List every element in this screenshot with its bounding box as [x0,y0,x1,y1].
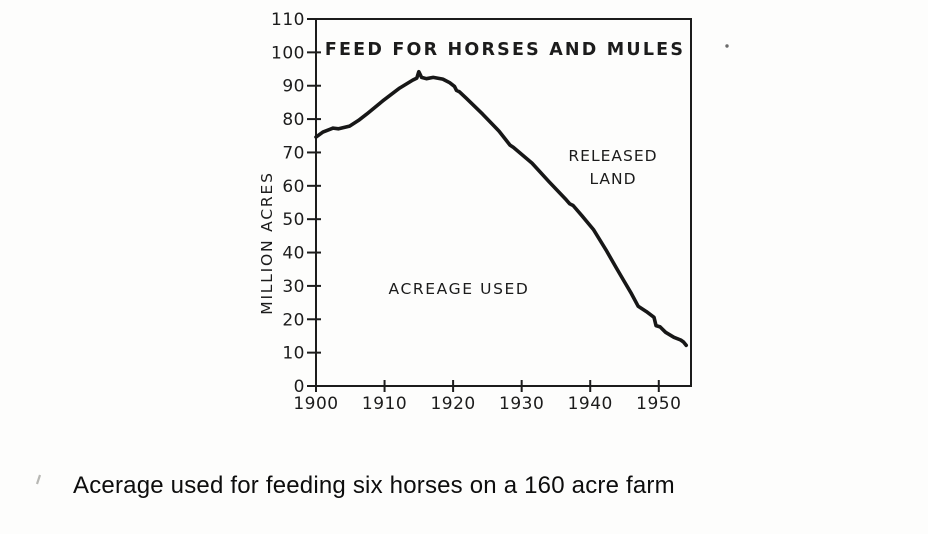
y-axis-title: MILLION ACRES [258,171,276,314]
y-tick-label: 90 [282,77,305,97]
y-tick-label: 30 [282,277,305,297]
chart-title: FEED FOR HORSES AND MULES [325,40,685,60]
y-tick-label: 80 [282,110,305,130]
figure-caption: Acerage used for feeding six horses on a… [73,472,675,499]
scan-speck-dot [725,44,729,48]
x-tick-label: 1930 [499,394,544,414]
scan-speck-mark [35,474,42,485]
x-axis-ticks: 1900 1910 1920 1930 1940 1950 [293,380,681,414]
plot-border [315,18,692,387]
x-tick-label: 1950 [636,394,681,414]
y-tick-label: 0 [294,377,305,397]
data-curve [314,69,688,348]
y-tick-label: 60 [282,177,305,197]
y-tick-label: 20 [282,310,305,330]
released-land-label: RELEASED LAND [568,147,657,188]
y-tick-label: 10 [282,344,305,364]
y-axis-ticks: 0 10 20 30 40 50 60 70 80 90 100 110 [271,10,321,397]
released-land-line1: RELEASED [568,147,657,165]
x-tick-label: 1920 [430,394,475,414]
y-tick-label: 40 [282,244,305,264]
acreage-used-label: ACREAGE USED [389,280,530,298]
y-tick-label: 50 [282,210,305,230]
y-tick-label: 100 [271,43,305,63]
released-land-line2: LAND [589,170,636,188]
x-tick-label: 1940 [568,394,613,414]
x-tick-label: 1910 [362,394,407,414]
y-tick-label: 110 [271,10,305,30]
y-tick-label: 70 [282,143,305,163]
x-tick-label: 1900 [293,394,338,414]
